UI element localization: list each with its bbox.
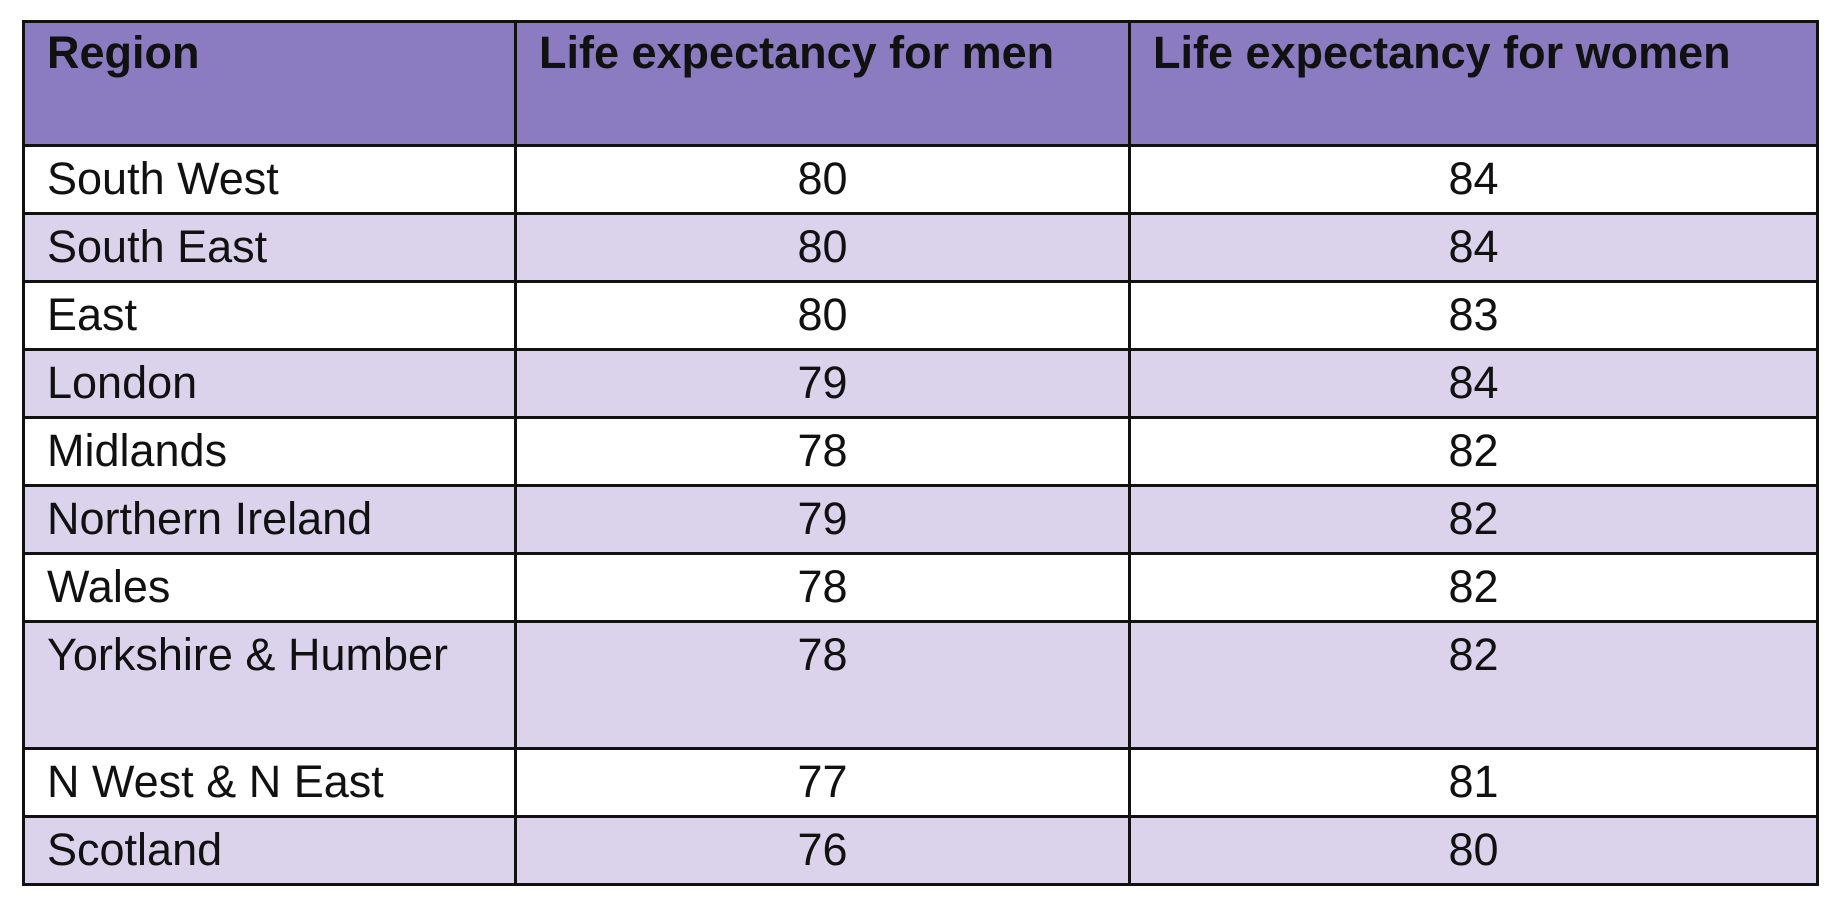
cell-men: 78 [514, 416, 1131, 487]
cell-region: Yorkshire & Humber [22, 620, 517, 750]
cell-men: 80 [514, 212, 1131, 283]
table-row: South West 80 84 [22, 144, 1819, 215]
cell-men: 80 [514, 144, 1131, 215]
cell-women: 82 [1128, 620, 1819, 750]
cell-women: 84 [1128, 212, 1819, 283]
cell-women: 80 [1128, 815, 1819, 886]
header-women: Life expectancy for women [1128, 20, 1819, 147]
table-row: N West & N East 77 81 [22, 747, 1819, 818]
table-row: Midlands 78 82 [22, 416, 1819, 487]
life-expectancy-table: Region Life expectancy for men Life expe… [22, 20, 1819, 886]
table-row: Northern Ireland 79 82 [22, 484, 1819, 555]
table-row: Wales 78 82 [22, 552, 1819, 623]
cell-men: 76 [514, 815, 1131, 886]
cell-men: 79 [514, 348, 1131, 419]
table-row: Yorkshire & Humber 78 82 [22, 620, 1819, 750]
header-men: Life expectancy for men [514, 20, 1131, 147]
header-region: Region [22, 20, 517, 147]
cell-region: Wales [22, 552, 517, 623]
cell-women: 84 [1128, 348, 1819, 419]
cell-men: 78 [514, 552, 1131, 623]
table-row: Scotland 76 80 [22, 815, 1819, 886]
life-expectancy-table-container: Region Life expectancy for men Life expe… [22, 20, 1819, 886]
cell-women: 84 [1128, 144, 1819, 215]
cell-women: 82 [1128, 484, 1819, 555]
cell-region: East [22, 280, 517, 351]
cell-region: Midlands [22, 416, 517, 487]
cell-men: 78 [514, 620, 1131, 750]
table-row: London 79 84 [22, 348, 1819, 419]
cell-region: London [22, 348, 517, 419]
table-row: South East 80 84 [22, 212, 1819, 283]
cell-region: South West [22, 144, 517, 215]
table-header-row: Region Life expectancy for men Life expe… [22, 20, 1819, 147]
cell-men: 79 [514, 484, 1131, 555]
cell-region: South East [22, 212, 517, 283]
table-row: East 80 83 [22, 280, 1819, 351]
cell-women: 81 [1128, 747, 1819, 818]
cell-men: 80 [514, 280, 1131, 351]
cell-women: 82 [1128, 552, 1819, 623]
cell-region: Northern Ireland [22, 484, 517, 555]
cell-men: 77 [514, 747, 1131, 818]
cell-region: Scotland [22, 815, 517, 886]
cell-women: 82 [1128, 416, 1819, 487]
cell-women: 83 [1128, 280, 1819, 351]
cell-region: N West & N East [22, 747, 517, 818]
